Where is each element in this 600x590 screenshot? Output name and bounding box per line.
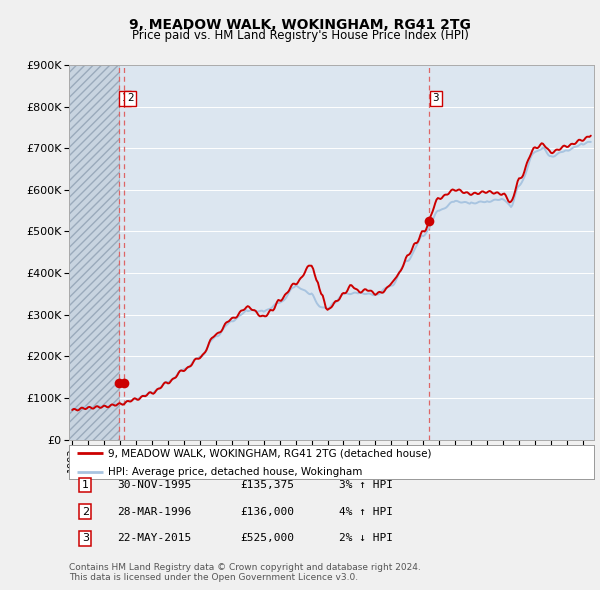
Text: 2% ↓ HPI: 2% ↓ HPI bbox=[339, 533, 393, 543]
Text: 2: 2 bbox=[127, 93, 133, 103]
Text: 3% ↑ HPI: 3% ↑ HPI bbox=[339, 480, 393, 490]
Text: 3: 3 bbox=[433, 93, 439, 103]
Text: Price paid vs. HM Land Registry's House Price Index (HPI): Price paid vs. HM Land Registry's House … bbox=[131, 30, 469, 42]
Text: 28-MAR-1996: 28-MAR-1996 bbox=[117, 507, 191, 516]
Text: 22-MAY-2015: 22-MAY-2015 bbox=[117, 533, 191, 543]
Text: 1: 1 bbox=[82, 480, 89, 490]
Text: Contains HM Land Registry data © Crown copyright and database right 2024.: Contains HM Land Registry data © Crown c… bbox=[69, 563, 421, 572]
Text: £525,000: £525,000 bbox=[240, 533, 294, 543]
Text: 30-NOV-1995: 30-NOV-1995 bbox=[117, 480, 191, 490]
Text: 4% ↑ HPI: 4% ↑ HPI bbox=[339, 507, 393, 516]
Text: 9, MEADOW WALK, WOKINGHAM, RG41 2TG (detached house): 9, MEADOW WALK, WOKINGHAM, RG41 2TG (det… bbox=[109, 448, 432, 458]
Text: HPI: Average price, detached house, Wokingham: HPI: Average price, detached house, Woki… bbox=[109, 467, 363, 477]
Text: 2: 2 bbox=[82, 507, 89, 516]
Text: 9, MEADOW WALK, WOKINGHAM, RG41 2TG: 9, MEADOW WALK, WOKINGHAM, RG41 2TG bbox=[129, 18, 471, 32]
Text: 3: 3 bbox=[82, 533, 89, 543]
Text: £136,000: £136,000 bbox=[240, 507, 294, 516]
Text: This data is licensed under the Open Government Licence v3.0.: This data is licensed under the Open Gov… bbox=[69, 573, 358, 582]
Text: 1: 1 bbox=[122, 93, 128, 103]
Text: £135,375: £135,375 bbox=[240, 480, 294, 490]
